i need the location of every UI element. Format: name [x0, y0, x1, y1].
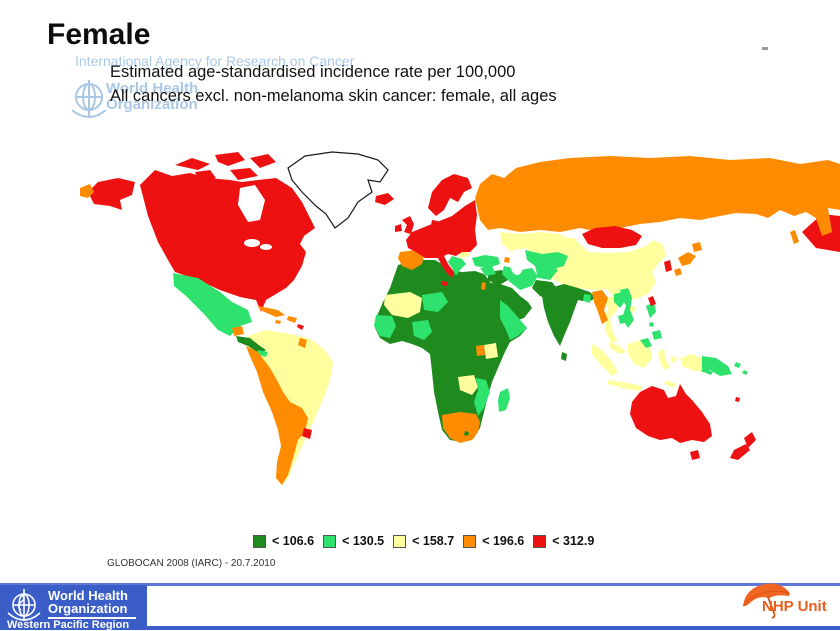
- map-inland-water: [238, 185, 272, 250]
- nhp-unit-logo: NHP Unit: [735, 580, 840, 625]
- nhp-unit-label: NHP Unit: [762, 598, 827, 615]
- legend-item-5: < 312.9: [533, 534, 594, 548]
- legend-label-2: < 130.5: [342, 534, 385, 548]
- who-underline: [48, 617, 136, 619]
- iarc-watermark-text: International Agency for Research on Can…: [75, 53, 355, 69]
- who-watermark-line2: Organization: [106, 96, 198, 113]
- legend-swatch-5-icon: [533, 534, 547, 548]
- legend-item-2: < 130.5: [323, 534, 384, 548]
- legend-swatch-3-icon: [393, 534, 407, 548]
- stray-mark: [762, 47, 768, 50]
- who-emblem-icon: [7, 589, 41, 621]
- map-regions-orange-russia: [80, 156, 840, 244]
- who-globe-watermark-icon: [71, 80, 107, 118]
- footer-divider-line: [0, 583, 840, 586]
- who-region-label: Western Pacific Region: [7, 619, 130, 631]
- world-map-svg: [80, 151, 840, 485]
- caspian-sea: [510, 249, 524, 275]
- source-note: GLOBOCAN 2008 (IARC) - 20.7.2010: [107, 558, 276, 569]
- legend-swatch-4-icon: [463, 534, 477, 548]
- legend-swatch-1-icon: [253, 534, 266, 548]
- footer-bottom-bar: [0, 626, 840, 630]
- map-regions-red-b: [302, 174, 756, 460]
- legend-label-5: < 312.9: [552, 534, 595, 548]
- map-legend: < 106.6 < 130.5 < 158.7 < 196.6 < 312.9: [253, 534, 594, 548]
- map-regions-yellow-b: [384, 292, 498, 395]
- map-region-lesotho: [464, 431, 469, 436]
- who-name-line2: Organization: [48, 601, 128, 616]
- page-title: Female: [47, 18, 151, 51]
- legend-label-4: < 196.6: [482, 534, 525, 548]
- legend-item-3: < 158.7: [393, 534, 454, 548]
- who-watermark-line1: World Health: [106, 80, 199, 97]
- map-regions-springgreen: [173, 250, 748, 416]
- legend-item-1: < 106.6: [253, 534, 314, 548]
- map-region-greenland-nodata: [287, 151, 389, 229]
- map-subtitle-rate: Estimated age-standardised incidence rat…: [110, 63, 516, 81]
- who-logo-block: World Health Organization Western Pacifi…: [0, 585, 147, 631]
- legend-item-4: < 196.6: [463, 534, 524, 548]
- map-regions-orange-b: [232, 242, 702, 485]
- map-subtitle-cancer: All cancers excl. non-melanoma skin canc…: [110, 87, 557, 105]
- who-name-line1: World Health: [48, 588, 128, 603]
- world-map: [80, 140, 840, 530]
- umbrella-icon: [742, 583, 790, 619]
- legend-swatch-2-icon: [323, 534, 337, 548]
- legend-label-3: < 158.7: [412, 534, 455, 548]
- legend-label-1: < 106.6: [272, 534, 315, 548]
